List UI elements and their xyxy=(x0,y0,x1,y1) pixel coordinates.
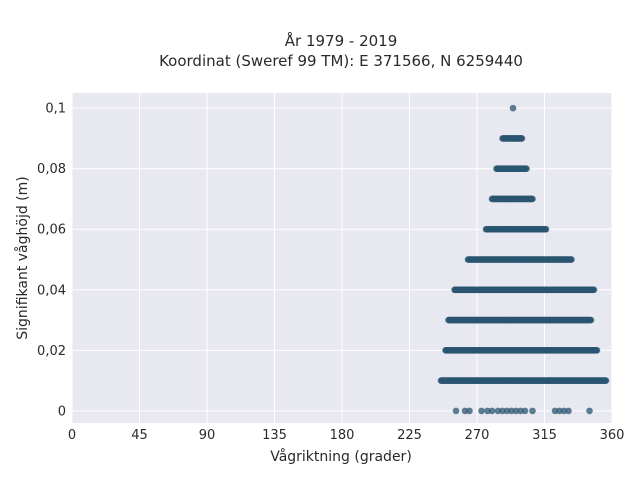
y-tick-label: 0 xyxy=(58,404,66,419)
data-point xyxy=(590,286,598,294)
y-tick-label: 0,08 xyxy=(37,162,66,177)
y-tick-label: 0,04 xyxy=(37,283,66,298)
x-gridlines xyxy=(71,93,613,423)
data-point xyxy=(565,407,572,415)
data-point xyxy=(568,256,575,263)
y-tick-label: 0,06 xyxy=(37,223,66,238)
chart-title-line1: År 1979 - 2019 xyxy=(285,31,398,50)
x-axis-ticks: 0 45 90 135 180 225 270 315 360 xyxy=(68,428,625,443)
y-tick-label: 0,1 xyxy=(45,102,66,117)
y-axis-ticks: 0 0,02 0,04 0,06 0,08 0,1 xyxy=(37,102,66,420)
data-point xyxy=(529,407,536,415)
data-point xyxy=(587,316,595,324)
chart-title-line2: Koordinat (Sweref 99 TM): E 371566, N 62… xyxy=(159,52,523,70)
y-tick-label: 0,02 xyxy=(37,344,66,359)
x-tick-label: 45 xyxy=(131,428,148,443)
x-tick-label: 270 xyxy=(465,428,490,443)
data-point xyxy=(488,407,496,415)
x-tick-label: 135 xyxy=(262,428,287,443)
data-point xyxy=(478,407,485,415)
x-tick-label: 315 xyxy=(532,428,557,443)
data-point xyxy=(518,135,526,142)
data-point xyxy=(542,225,550,233)
data-point xyxy=(466,407,473,415)
x-tick-label: 360 xyxy=(600,428,625,443)
x-tick-label: 225 xyxy=(397,428,422,443)
data-point xyxy=(586,407,593,415)
data-point xyxy=(523,165,530,172)
data-point xyxy=(593,347,601,354)
x-tick-label: 180 xyxy=(330,428,355,443)
data-point xyxy=(521,407,529,415)
x-axis-label: Vågriktning (grader) xyxy=(270,448,412,465)
x-tick-label: 90 xyxy=(199,428,216,443)
data-point xyxy=(452,407,460,415)
data-points xyxy=(437,104,610,415)
data-point xyxy=(602,377,610,384)
y-axis-label: Signifikant våghöjd (m) xyxy=(14,176,31,339)
data-point xyxy=(509,104,517,112)
data-point xyxy=(529,195,536,203)
x-tick-label: 0 xyxy=(68,428,76,443)
